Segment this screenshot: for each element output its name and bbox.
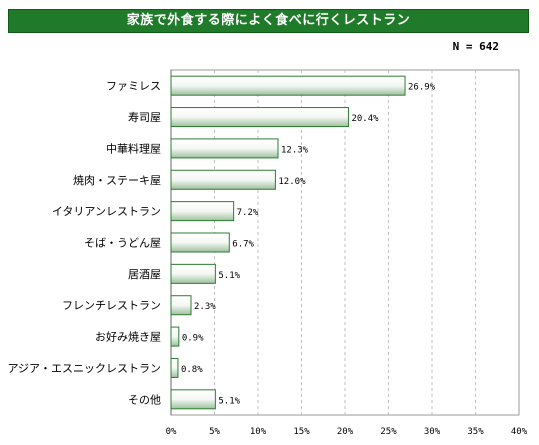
bar xyxy=(170,357,179,378)
category-label: 中華料理屋 xyxy=(106,141,161,155)
sample-size-label: N = 642 xyxy=(452,40,499,53)
x-tick-label: 10% xyxy=(250,427,267,437)
bar xyxy=(170,326,180,347)
bar xyxy=(170,201,235,222)
bar xyxy=(170,389,216,410)
bar xyxy=(170,295,192,316)
category-label: イタリアンレストラン xyxy=(52,205,161,218)
bar xyxy=(170,169,276,190)
x-tick-label: 40% xyxy=(511,427,528,437)
x-tick-label: 15% xyxy=(293,427,310,437)
value-label: 7.2% xyxy=(237,208,259,218)
category-label: ファミレス xyxy=(106,80,161,93)
value-label: 12.0% xyxy=(278,177,306,187)
value-label: 0.8% xyxy=(181,365,203,375)
value-label: 6.7% xyxy=(232,240,254,250)
x-tick-label: 25% xyxy=(380,427,397,437)
category-label: 寿司屋 xyxy=(128,110,161,124)
value-label: 5.1% xyxy=(218,271,240,281)
x-tick-label: 0% xyxy=(166,427,177,437)
x-tick-label: 5% xyxy=(209,427,220,437)
bar xyxy=(170,138,279,159)
category-label: 居酒屋 xyxy=(128,268,161,281)
value-label: 12.3% xyxy=(281,145,309,155)
x-tick-label: 30% xyxy=(424,427,441,437)
value-label: 2.3% xyxy=(194,302,216,312)
value-label: 5.1% xyxy=(218,396,240,406)
category-label: お好み焼き屋 xyxy=(95,330,161,344)
value-label: 20.4% xyxy=(351,114,379,124)
bars xyxy=(170,75,406,410)
bar xyxy=(170,232,230,253)
labels: 0% 5% 10% 15% 20% 25% 30% 35% 40% ファミレス 26.9% 寿司屋 20… xyxy=(7,80,527,437)
value-label: 26.9% xyxy=(408,83,436,93)
bar xyxy=(170,75,406,96)
category-label: その他 xyxy=(128,393,161,406)
x-tick-label: 35% xyxy=(467,427,484,437)
bar xyxy=(170,107,349,128)
category-label: 焼肉・ステーキ屋 xyxy=(73,174,161,187)
x-tick-label: 20% xyxy=(337,427,354,437)
bar xyxy=(170,263,216,284)
category-label: フレンチレストラン xyxy=(62,299,161,312)
category-label: そば・うどん屋 xyxy=(84,237,161,250)
value-label: 0.9% xyxy=(182,334,204,344)
category-label: アジア・エスニックレストラン xyxy=(7,362,161,375)
chart-title: 家族で外食する際によく食べに行くレストラン xyxy=(8,9,529,33)
